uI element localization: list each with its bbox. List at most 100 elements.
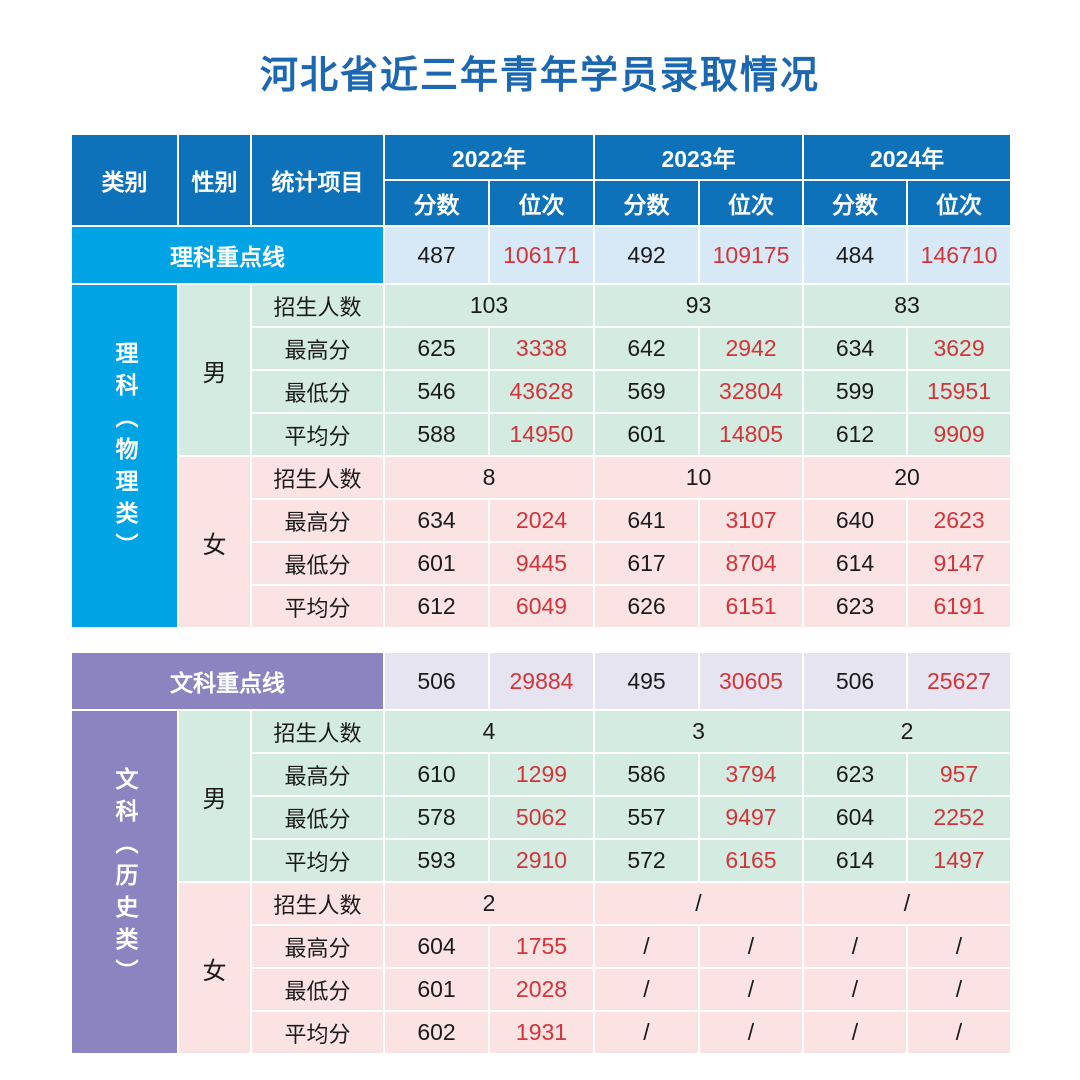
rank-value-cell: / [906,924,1012,969]
rank-value-cell: 2910 [488,838,595,883]
stat-label-cell: 最低分 [250,795,385,840]
stat-label-cell: 最高分 [250,326,385,371]
rank-value-cell: / [698,967,804,1012]
rank-value-cell: 3629 [906,326,1013,371]
rank-value-cell: 15951 [906,369,1013,414]
score-value-cell: 601 [593,412,701,457]
stat-label-cell: 平均分 [250,1010,385,1055]
arts-keyline-label: 文科重点线 [70,651,385,711]
enroll-value-cell: 3 [593,709,804,754]
score-value-cell: 601 [383,541,490,586]
score-value-cell: 546 [383,369,490,414]
rank-value-cell: / [906,967,1012,1012]
score-value-cell: 604 [802,795,908,840]
keyline-score-cell: 506 [802,651,908,711]
score-value-cell: 634 [802,326,909,371]
category-column-header: 类别 [70,133,179,227]
enroll-value-cell: / [593,881,804,926]
rank-value-cell: / [698,924,804,969]
stat-label-cell: 平均分 [250,838,385,883]
stat-row: 最高分 604 1755// / / [71,924,1012,969]
score-value-cell: 578 [383,795,490,840]
rank-value-cell: 2024 [487,498,596,543]
rank-value-cell: 6191 [906,584,1013,629]
gender-cell: 女 [177,455,252,629]
score-value-cell: 626 [593,584,701,629]
stat-label-cell: 最低分 [250,967,385,1012]
stat-row: 最低分 601 9445 617 8704 614 9147 [71,541,1013,586]
category-cell: 文科（历史类） [70,709,179,1055]
score-value-cell: / [802,1010,908,1055]
score-value-cell: / [593,1010,700,1055]
enroll-value-cell: 2 [383,881,595,926]
keyline-score-cell: 492 [593,225,701,285]
category-label: 理科（物理类） [112,341,138,565]
score-value-cell: 599 [802,369,909,414]
rank-value-cell: 1497 [906,838,1012,883]
score-value-cell: 614 [802,838,908,883]
stat-label-cell: 平均分 [250,412,385,457]
header-row-score-rank: 分数 位次 分数 位次 分数 位次 [71,179,1013,227]
score-value-cell: 557 [593,795,700,840]
score-value-cell: / [593,924,700,969]
stat-label-cell: 招生人数 [250,283,385,328]
rank-value-cell: 3338 [487,326,596,371]
enroll-value-cell: 2 [802,709,1012,754]
stat-row: 最低分 578 5062 557 9497 604 2252 [71,795,1012,840]
score-value-cell: 593 [383,838,490,883]
rank-value-cell: 9445 [487,541,596,586]
rank-header: 位次 [906,179,1013,227]
science-table: 类别 性别 统计项目 2022年 2023年 2024年 分数 位次 分数 位次… [70,133,1013,629]
stat-label-cell: 招生人数 [250,881,385,926]
stat-row: 最高分 634 2024 641 3107 640 2623 [71,498,1013,543]
score-value-cell: / [802,967,908,1012]
score-value-cell: 586 [593,752,700,797]
score-value-cell: 623 [802,584,909,629]
score-value-cell: 604 [383,924,490,969]
keyline-score-cell: 495 [593,651,700,711]
rank-value-cell: 2252 [906,795,1012,840]
stat-label-cell: 最低分 [250,541,385,586]
score-value-cell: / [802,924,908,969]
gender-cell: 女 [177,881,252,1055]
rank-value-cell: 2942 [698,326,805,371]
rank-value-cell: 8704 [698,541,805,586]
score-value-cell: 601 [383,967,490,1012]
rank-value-cell: 43628 [487,369,596,414]
arts-table: 文科重点线 506 29884 495 30605 506 25627 文科（历… [70,651,1012,1055]
rank-value-cell: 9497 [698,795,804,840]
rank-value-cell: 6165 [698,838,804,883]
stat-label-cell: 招生人数 [250,709,385,754]
score-value-cell: 572 [593,838,700,883]
rank-value-cell: 14950 [487,412,596,457]
rank-header: 位次 [698,179,805,227]
keyline-score-cell: 487 [383,225,490,285]
year-header-2022: 2022年 [382,133,596,181]
keyline-rank-cell: 109175 [698,225,805,285]
score-value-cell: 610 [383,752,490,797]
rank-value-cell: 6049 [487,584,596,629]
enroll-value-cell: 103 [382,283,596,328]
score-value-cell: 569 [593,369,701,414]
rank-value-cell: / [906,1010,1012,1055]
stat-label-cell: 最高分 [250,752,385,797]
keyline-rank-cell: 106171 [487,225,596,285]
rank-header: 位次 [487,179,596,227]
stat-label-cell: 最高分 [250,924,385,969]
stat-row: 女招生人数 2// [71,881,1012,1055]
page-title: 河北省近三年青年学员录取情况 [259,55,820,97]
arts-keyline-row: 文科重点线 506 29884 495 30605 506 25627 [70,651,1012,711]
stat-row: 平均分 588 14950 601 14805 612 9909 [71,412,1013,457]
enroll-value-cell: 8 [382,455,596,500]
rank-value-cell: 3107 [698,498,805,543]
science-keyline-row: 理科重点线 487 106171 492 109175 484 146710 [70,225,1013,285]
stat-row: 最高分 625 3338 642 2942 634 3629 [71,326,1013,371]
stat-row: 最低分 546 43628 569 32804 599 15951 [71,369,1013,414]
keyline-rank-cell: 25627 [906,651,1012,711]
rank-value-cell: 14805 [698,412,805,457]
score-header: 分数 [593,179,701,227]
rank-value-cell: 9909 [906,412,1013,457]
rank-value-cell: 3794 [698,752,804,797]
enroll-value-cell: 83 [802,283,1013,328]
rank-value-cell: 957 [906,752,1012,797]
